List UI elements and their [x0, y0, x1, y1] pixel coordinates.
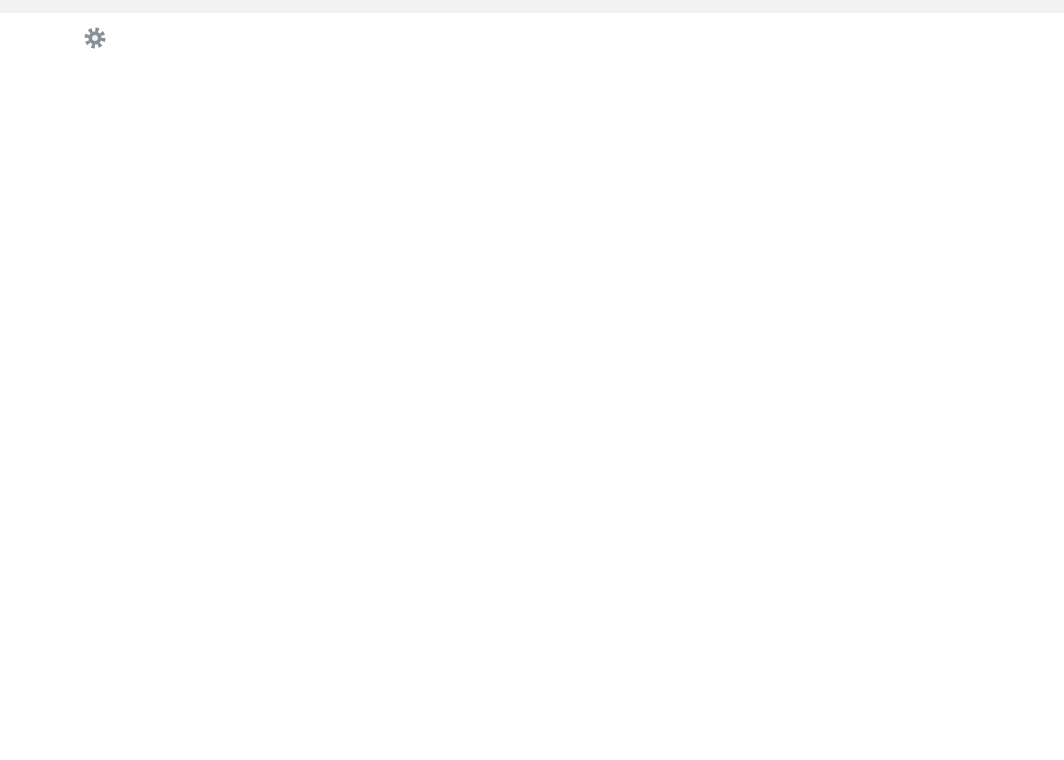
top-toolbar: [0, 0, 1064, 13]
gear-teeth: [84, 27, 106, 49]
settings-gear-icon[interactable]: [84, 27, 106, 49]
gear-hole: [92, 35, 98, 41]
